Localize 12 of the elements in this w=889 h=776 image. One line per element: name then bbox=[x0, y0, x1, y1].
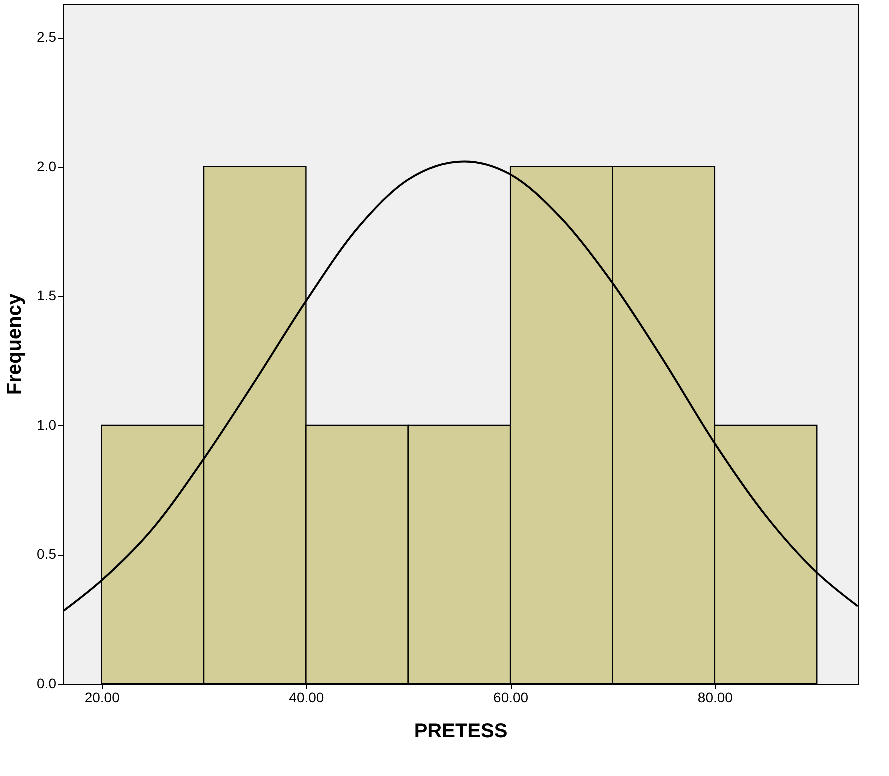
x-axis-title: PRETESS bbox=[414, 720, 508, 742]
y-tick-label: 0.0 bbox=[37, 676, 57, 692]
y-tick-label: 1.0 bbox=[37, 416, 57, 433]
y-tick-label: 2.0 bbox=[37, 158, 57, 174]
x-tick-label: 20.00 bbox=[84, 690, 120, 706]
y-tick-label: 2.5 bbox=[37, 29, 57, 46]
x-tick-label: 80.00 bbox=[698, 690, 734, 706]
y-axis-title: Frequency bbox=[4, 293, 26, 396]
y-tick-label: 0.5 bbox=[37, 546, 57, 562]
x-tick-label: 60.00 bbox=[494, 690, 529, 706]
x-tick-label: 40.00 bbox=[289, 690, 324, 706]
y-tick-label: 1.5 bbox=[37, 288, 57, 304]
